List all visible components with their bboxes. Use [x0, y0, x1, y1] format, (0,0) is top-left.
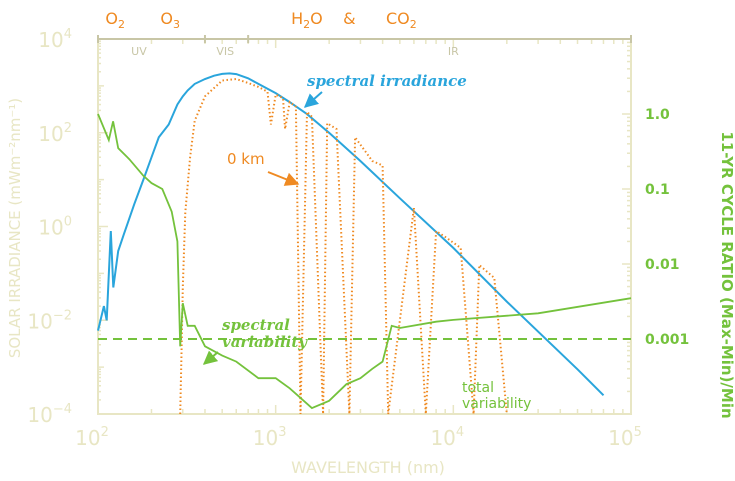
y-tick-label-right: 1.0 — [645, 107, 670, 123]
y-tick-label-right: 0.01 — [645, 257, 680, 273]
annotation-0km: 0 km — [227, 150, 265, 168]
y-tick-labels-right: 1.0 0.1 0.01 0.001 — [645, 107, 689, 348]
absorber-label: O3 — [160, 9, 180, 31]
series-spectral-variability — [97, 113, 632, 410]
band-label: UV — [131, 45, 147, 58]
band-label: VIS — [216, 45, 234, 58]
x-tick-label: 103 — [253, 425, 287, 450]
annotation-spectral-variability: spectral variability — [222, 316, 308, 351]
absorber-label: CO2 — [386, 9, 417, 31]
annotation-spectral-irradiance: spectral irradiance — [307, 72, 467, 90]
x-tick-labels: 102 103 104 105 — [75, 425, 642, 450]
y-tick-label-left: 102 — [38, 121, 72, 146]
absorber-labels: O2 O3 H2O & CO2 — [105, 9, 416, 31]
y-tick-label-left: 100 — [38, 215, 72, 240]
x-tick-label: 105 — [608, 425, 642, 450]
y-tick-label-right: 0.001 — [645, 332, 689, 348]
y-tick-label-left: 10−2 — [27, 308, 72, 333]
band-label: IR — [448, 45, 459, 58]
axis-ticks — [97, 38, 632, 415]
absorber-label: O2 — [105, 9, 125, 31]
arrow-0km — [267, 171, 300, 186]
x-tick-label: 102 — [75, 425, 109, 450]
arrow-spectral-irradiance — [303, 91, 323, 108]
y-tick-label-left: 10−4 — [27, 402, 72, 427]
x-axis-label: WAVELENGTH (nm) — [291, 458, 445, 477]
series-0km — [179, 77, 508, 415]
plot-frame — [97, 38, 632, 415]
y-axis-label-right: 11-YR CYCLE RATIO (Max-Min)/Min — [718, 131, 735, 418]
y-tick-label-left: 104 — [38, 27, 72, 52]
y-tick-labels-left: 104 102 100 10−2 10−4 — [27, 27, 72, 427]
annotation-total-variability: total variability — [462, 380, 531, 412]
x-tick-label: 104 — [430, 425, 464, 450]
y-axis-label-left: SOLAR IRRADIANCE (mWm⁻²nm⁻¹) — [6, 98, 24, 358]
series-spectral-irradiance — [97, 72, 605, 397]
spectral-bands: UV VIS IR — [97, 35, 632, 58]
absorber-label: H2O — [291, 9, 323, 31]
y-tick-label-right: 0.1 — [645, 182, 670, 198]
absorber-label: & — [343, 9, 355, 28]
arrow-spectral-variability — [202, 350, 219, 365]
